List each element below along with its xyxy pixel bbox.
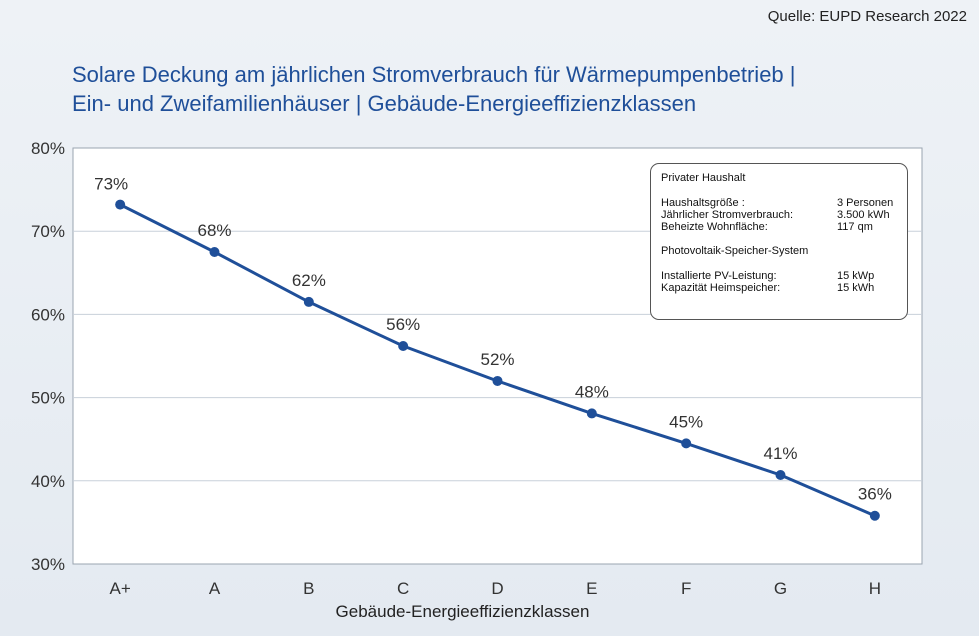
y-tick-label: 80% [31,139,65,158]
infobox-heading-household: Privater Haushalt [661,172,746,184]
infobox-row: Installierte PV-Leistung: 15 kWp [661,270,897,282]
y-tick-label: 30% [31,555,65,574]
infobox-row: Beheizte Wohnfläche: 117 qm [661,221,897,233]
data-label: 48% [575,382,609,401]
y-tick-label: 60% [31,305,65,324]
infobox-row-label: Beheizte Wohnfläche: [661,221,768,233]
chart-title-line-1: Solare Deckung am jährlichen Stromverbra… [72,62,796,87]
x-tick-label: F [681,579,691,598]
data-points [115,199,880,521]
data-point [492,375,503,386]
infobox-row-label: Haushaltsgröße : [661,197,745,209]
data-label: 41% [763,444,797,463]
x-axis-label: Gebäude-Energieeffizienzklassen [336,602,590,621]
y-tick-label: 50% [31,389,65,408]
data-point [775,469,786,480]
data-label: 62% [292,271,326,290]
x-tick-label: G [774,579,787,598]
x-tick-label: E [586,579,597,598]
infobox-row-value: 3 Personen [837,197,894,209]
infobox-row: Kapazität Heimspeicher: 15 kWh [661,282,897,294]
data-label: 68% [197,221,231,240]
data-label: 73% [94,175,128,194]
data-point [681,438,692,449]
x-tick-label: D [491,579,503,598]
data-label: 36% [858,485,892,504]
infobox-row-label: Installierte PV-Leistung: [661,270,777,282]
data-label: 56% [386,315,420,334]
data-point [303,296,314,307]
data-label: 45% [669,412,703,431]
assumptions-box: Privater Haushalt Haushaltsgröße : 3 Per… [650,163,908,320]
x-tick-label: H [869,579,881,598]
chart-title-line-2: Ein- und Zweifamilienhäuser | Gebäude-En… [72,91,697,116]
y-axis-tick-labels: 30% 40% 50% 60% 70% 80% [31,139,65,574]
infobox-row: Haushaltsgröße : 3 Personen [661,197,897,209]
infobox-row-value: 117 qm [837,221,873,233]
infobox-row-value: 15 kWh [837,282,875,294]
data-point [115,199,126,210]
x-axis-tick-labels: A+ A B C D E F G H [110,579,881,598]
data-point [209,247,220,257]
y-tick-label: 40% [31,472,65,491]
x-tick-label: C [397,579,409,598]
data-labels: 73% 68% 62% 56% 52% 48% 45% 41% 36% [94,175,892,504]
data-point [586,408,597,419]
infobox-row-label: Kapazität Heimspeicher: [661,282,781,294]
x-tick-label: A+ [110,579,131,598]
y-tick-label: 70% [31,222,65,241]
x-tick-label: A [209,579,221,598]
source-note: Quelle: EUPD Research 2022 [767,8,967,25]
data-point [398,341,409,352]
infobox-heading-pv-system: Photovoltaik-Speicher-System [661,245,809,257]
x-tick-label: B [303,579,314,598]
infobox-row: Jährlicher Stromverbrauch: 3.500 kWh [661,209,897,221]
chart-title: Solare Deckung am jährlichen Stromverbra… [72,60,796,118]
data-label: 52% [480,350,514,369]
data-point [869,510,880,521]
infobox-row-value: 15 kWp [837,270,875,282]
infobox-row-label: Jährlicher Stromverbrauch: [661,209,794,221]
infobox-row-value: 3.500 kWh [837,209,890,221]
